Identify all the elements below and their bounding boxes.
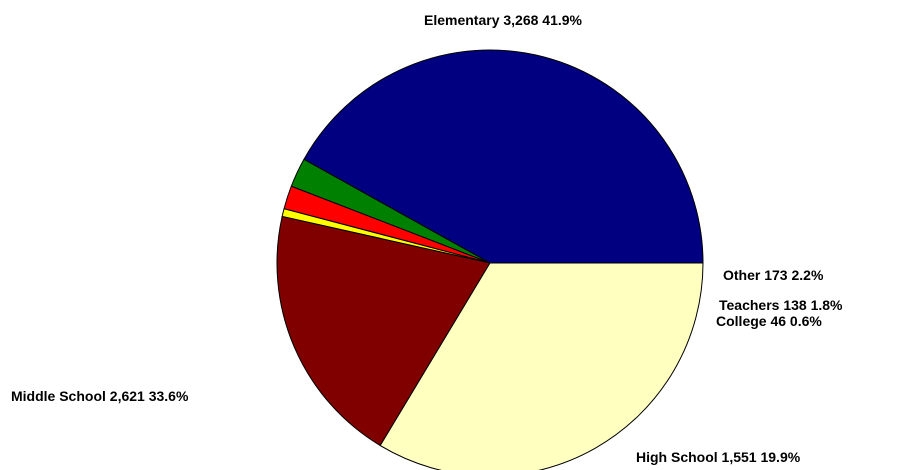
slice-label-other: Other 173 2.2% <box>723 267 824 283</box>
slice-label-elementary: Elementary 3,268 41.9% <box>424 12 583 28</box>
pie-slice-middle-school <box>379 262 704 470</box>
slice-label-teachers: Teachers 138 1.8% <box>719 297 843 313</box>
slice-label-college: College 46 0.6% <box>716 313 822 329</box>
slice-label-middle-school: Middle School 2,621 33.6% <box>11 388 189 404</box>
pie-slice-high-school <box>276 215 491 447</box>
slice-label-high-school: High School 1,551 19.9% <box>636 449 801 465</box>
pie-slice-elementary <box>303 49 704 264</box>
pie-slices <box>276 49 704 470</box>
slice-labels: Elementary 3,268 41.9% Other 173 2.2% Teac… <box>11 12 843 465</box>
